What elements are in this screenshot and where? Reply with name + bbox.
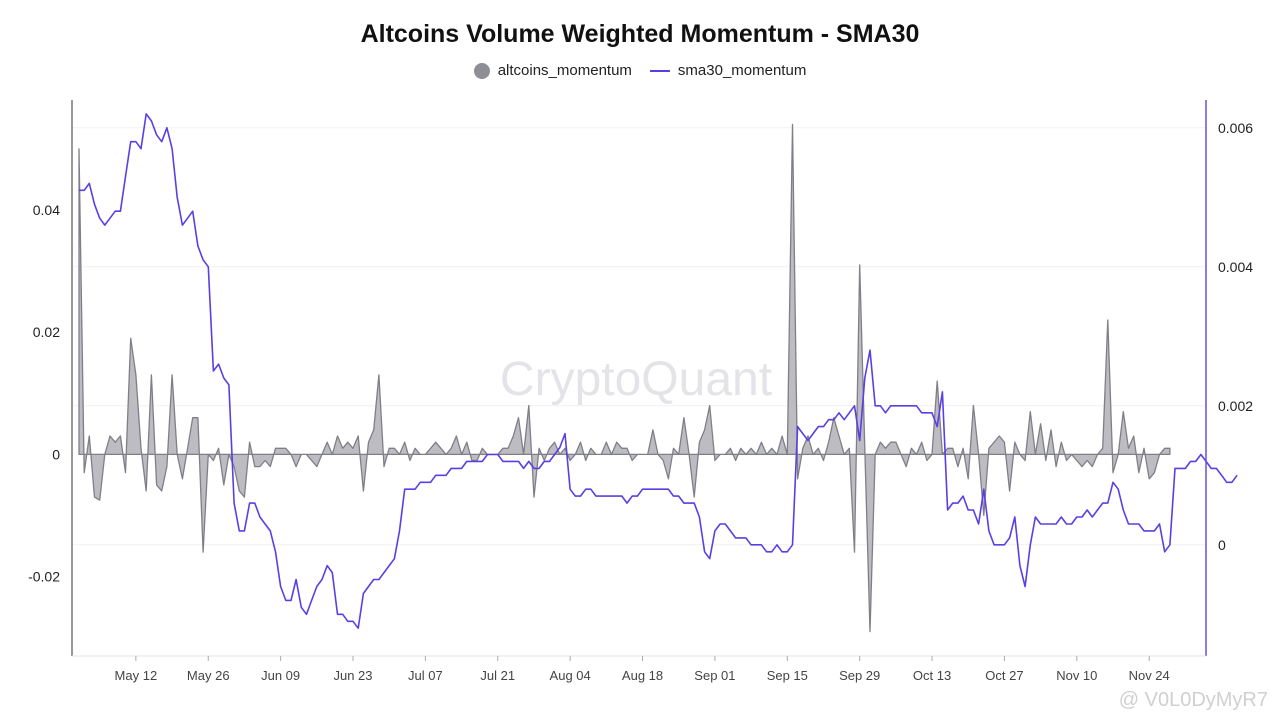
- legend-swatch-line: [649, 69, 670, 72]
- y-right-tick-label: 0.002: [1218, 398, 1253, 414]
- x-tick-label: Oct 27: [985, 668, 1023, 683]
- watermark: CryptoQuant: [500, 353, 772, 406]
- y-right-tick-label: 0.004: [1218, 259, 1253, 275]
- footer-watermark: @ V0L0DyMyR7: [1118, 689, 1268, 711]
- legend-label-altcoins-momentum: altcoins_momentum: [497, 62, 632, 79]
- x-tick-label: Oct 13: [913, 668, 951, 683]
- x-tick-label: Sep 29: [839, 668, 880, 683]
- y-left-tick-label: 0: [52, 446, 60, 462]
- x-tick-label: May 12: [115, 668, 158, 683]
- sma30-momentum-line: [79, 113, 1238, 630]
- legend-item-altcoins-momentum[interactable]: altcoins_momentum: [473, 62, 632, 79]
- chart-title: Altcoins Volume Weighted Momentum - SMA3…: [360, 20, 920, 48]
- y-right-tick-label: 0: [1218, 537, 1226, 553]
- x-tick-label: Nov 24: [1129, 668, 1170, 683]
- legend: altcoins_momentum sma30_momentum: [0, 62, 1280, 79]
- x-tick-label: Jul 07: [408, 668, 443, 683]
- y-right-tick-label: 0.006: [1218, 120, 1253, 136]
- altcoins-momentum-area: [78, 123, 1171, 633]
- x-tick-label: Jun 09: [261, 668, 300, 683]
- legend-item-sma30-momentum[interactable]: sma30_momentum: [649, 62, 807, 79]
- x-tick-label: Aug 04: [550, 668, 591, 683]
- legend-swatch-area: [473, 62, 490, 79]
- legend-label-sma30-momentum: sma30_momentum: [677, 62, 807, 79]
- y-left-tick-label: -0.02: [28, 569, 60, 585]
- x-tick-label: Sep 01: [694, 668, 735, 683]
- x-tick-label: Aug 18: [622, 668, 663, 683]
- x-tick-label: Sep 15: [767, 668, 808, 683]
- x-tick-label: Nov 10: [1056, 668, 1097, 683]
- x-tick-label: Jun 23: [333, 668, 372, 683]
- x-tick-label: May 26: [187, 668, 230, 683]
- y-left-tick-label: 0.04: [33, 202, 60, 218]
- y-left-tick-label: 0.02: [33, 324, 60, 340]
- x-tick-label: Jul 21: [480, 668, 515, 683]
